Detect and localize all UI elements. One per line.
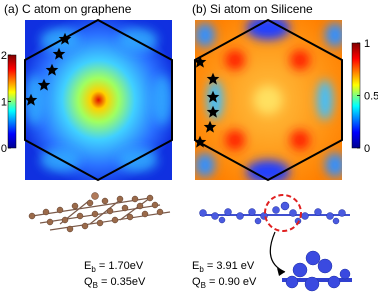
structure-zoom (282, 250, 352, 292)
colorbar-tick-label: 1 (364, 38, 370, 50)
structure-a (28, 192, 171, 233)
colorbar-tick-label: 0.5 (364, 91, 378, 103)
heatmap-b (195, 20, 342, 180)
colorbar-tick-label: 1 (1, 97, 7, 109)
energy-label: Eb = 3.91 eV (192, 260, 255, 274)
energy-text-a: Eb = 1.70eV QB = 0.35eV (84, 260, 146, 290)
colorbar-tick-label: 2 (1, 50, 7, 62)
energy-label: Eb = 1.70eV (84, 260, 144, 274)
energy-text-b: Eb = 3.91 eV QB = 0.90 eV (192, 260, 257, 290)
heatmap-a (25, 20, 172, 180)
colorbar-tick-label: 0 (364, 143, 370, 155)
panel-title: (b) Si atom on Silicene (192, 2, 313, 16)
panel-title: (a) C atom on graphene (4, 2, 132, 16)
colorbar-tick-label: 0 (1, 143, 7, 155)
structure-b (199, 201, 350, 225)
energy-label: QB = 0.90 eV (192, 276, 257, 290)
energy-label: QB = 0.35eV (84, 276, 146, 290)
